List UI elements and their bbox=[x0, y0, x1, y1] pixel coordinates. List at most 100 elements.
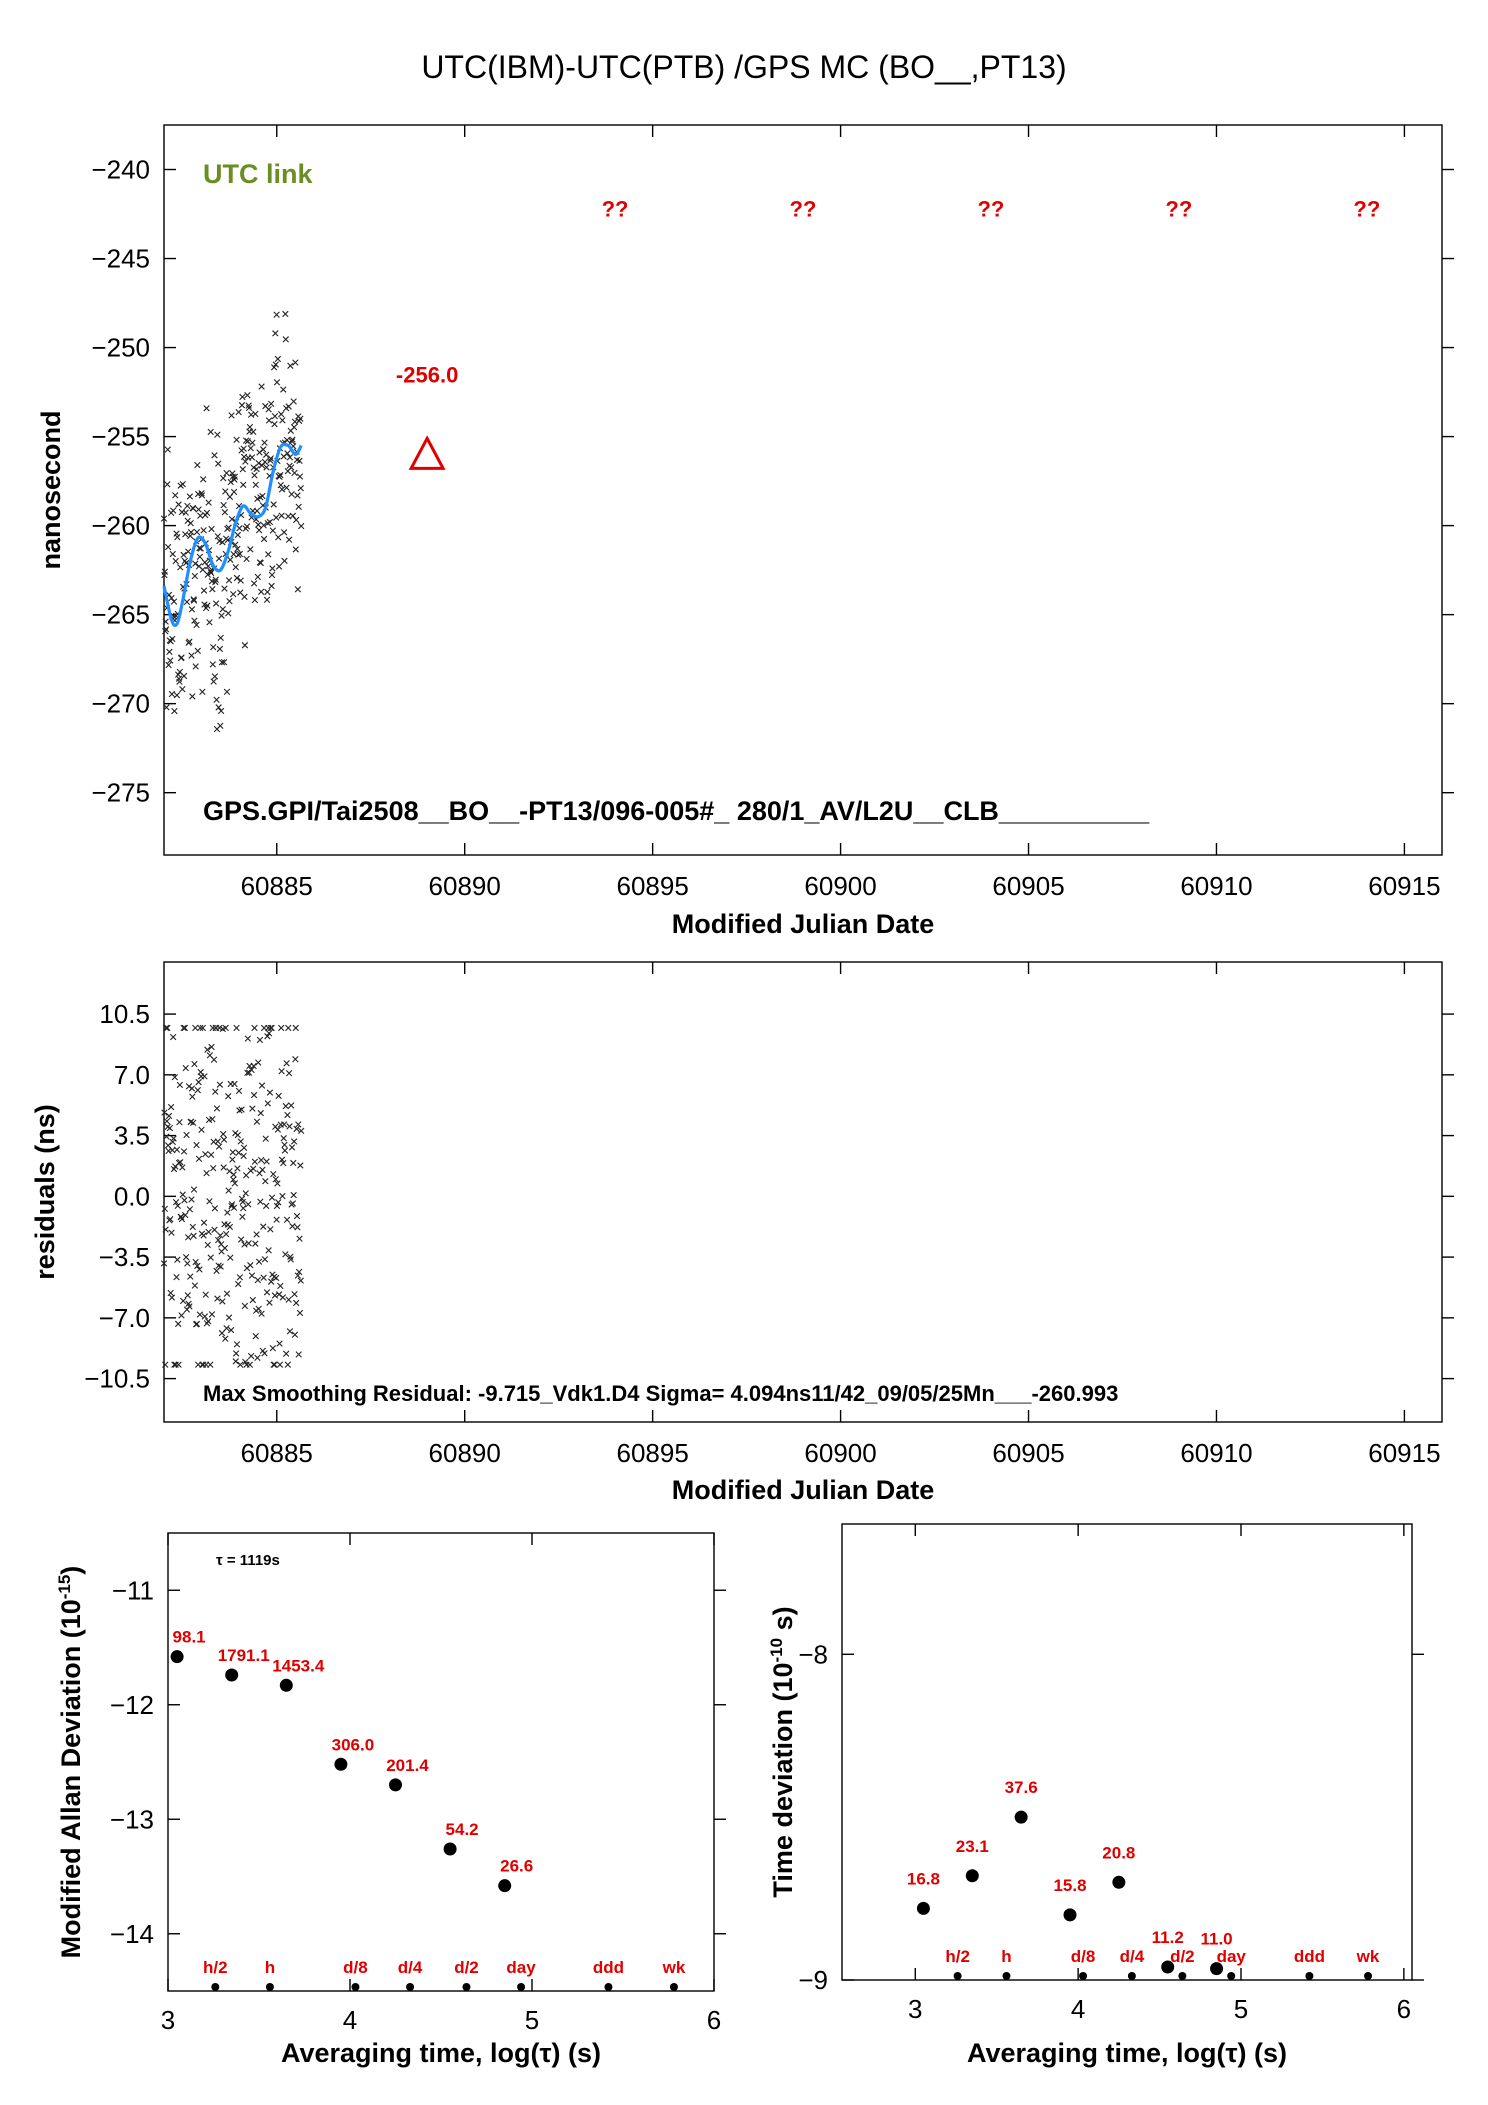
x-tick-label: 3 bbox=[161, 2005, 175, 2035]
y-tick-label: 7.0 bbox=[114, 1060, 150, 1090]
residual-data-point bbox=[188, 1196, 195, 1203]
main-data-point bbox=[267, 455, 274, 462]
main-data-point bbox=[263, 464, 270, 471]
main-data-point bbox=[187, 519, 194, 527]
main-data-point bbox=[193, 528, 201, 536]
residual-data-point bbox=[291, 1291, 298, 1298]
time-marker-dot bbox=[604, 1983, 613, 1991]
residual-data-point bbox=[195, 1078, 202, 1086]
residual-data-point bbox=[230, 1204, 238, 1211]
residual-data-point bbox=[194, 1086, 201, 1094]
residual-data-point bbox=[173, 1146, 181, 1153]
time-marker-dot bbox=[517, 1983, 526, 1991]
main-data-point bbox=[259, 492, 266, 500]
main-data-point bbox=[186, 493, 194, 500]
main-data-point bbox=[250, 428, 257, 435]
residual-data-point bbox=[267, 1024, 274, 1032]
main-data-point bbox=[199, 688, 206, 695]
deviation-point-label: 306.0 bbox=[332, 1735, 375, 1754]
residual-data-point bbox=[192, 1258, 199, 1266]
residual-data-point bbox=[249, 1296, 257, 1304]
residual-data-point bbox=[245, 1201, 252, 1208]
residual-data-point bbox=[271, 1292, 279, 1299]
y-tick-label: −255 bbox=[91, 422, 150, 452]
residual-data-point bbox=[295, 1268, 303, 1276]
residual-data-point bbox=[171, 1074, 179, 1081]
deviation-point bbox=[443, 1842, 457, 1856]
main-data-point bbox=[273, 379, 281, 386]
residual-data-point bbox=[262, 1177, 269, 1185]
residual-data-point bbox=[284, 1111, 291, 1119]
residual-data-point bbox=[290, 1191, 297, 1199]
x-tick-label: 3 bbox=[908, 1994, 922, 2024]
main-data-point bbox=[193, 621, 200, 629]
main-data-point bbox=[271, 412, 279, 420]
deviation-point bbox=[1112, 1875, 1126, 1889]
main-data-point bbox=[236, 525, 243, 532]
residual-data-point bbox=[182, 1064, 189, 1072]
time-marker-label: day bbox=[1217, 1947, 1247, 1966]
residual-data-point bbox=[220, 1136, 228, 1143]
main-data-point bbox=[220, 475, 227, 482]
main-data-point bbox=[294, 492, 301, 499]
residual-data-point bbox=[223, 1324, 230, 1332]
deviation-point bbox=[1014, 1810, 1028, 1824]
residual-data-point bbox=[244, 1035, 252, 1042]
residual-data-point bbox=[173, 1273, 180, 1281]
residual-data-point bbox=[234, 1165, 241, 1172]
mdev-x-axis-label: Averaging time, log(τ) (s) bbox=[281, 2038, 601, 2068]
residual-data-point bbox=[174, 1202, 181, 1210]
residual-data-point bbox=[200, 1361, 207, 1368]
residual-data-point bbox=[282, 1350, 290, 1357]
main-data-point bbox=[276, 473, 283, 481]
tdev-plot-frame bbox=[841, 1523, 1413, 1981]
main-data-point bbox=[246, 423, 254, 431]
residual-data-point bbox=[189, 1223, 196, 1231]
residual-data-point bbox=[204, 1241, 211, 1249]
residuals-panel: 60885 60890 60895 60900 60905 60910 60915 10.5 7… bbox=[30, 961, 1454, 1505]
residual-data-point bbox=[176, 1118, 183, 1126]
residual-data-point bbox=[228, 1201, 236, 1208]
residual-data-point bbox=[296, 1235, 303, 1242]
residual-data-point bbox=[191, 1282, 199, 1289]
y-tick-label: 10.5 bbox=[99, 999, 150, 1029]
residual-data-point bbox=[161, 1205, 169, 1212]
main-data-point bbox=[292, 359, 299, 366]
tdev-time-labels: h/2 h d/8 d/4 d/2 day ddd wk bbox=[945, 1947, 1380, 1980]
residual-data-point bbox=[236, 1274, 244, 1281]
main-data-point bbox=[253, 507, 261, 515]
triangle-value-label: -256.0 bbox=[396, 362, 458, 387]
residual-data-point bbox=[276, 1361, 284, 1368]
mdev-y-axis-label: Modified Allan Deviation (10-15) bbox=[55, 1566, 86, 1959]
main-data-point bbox=[164, 481, 171, 488]
main-data-point bbox=[251, 472, 258, 479]
residual-data-point bbox=[272, 1274, 280, 1282]
time-marker-label: h bbox=[1001, 1947, 1011, 1966]
main-data-point bbox=[207, 428, 214, 436]
residual-data-point bbox=[264, 1033, 271, 1040]
residual-data-point bbox=[277, 1282, 284, 1290]
residual-data-point bbox=[280, 1159, 287, 1167]
deviation-point-label: 11.2 bbox=[1152, 1928, 1184, 1947]
residual-data-point bbox=[266, 1299, 273, 1306]
time-marker-label: d/4 bbox=[398, 1958, 423, 1977]
main-data-point bbox=[164, 446, 171, 453]
main-data-point bbox=[172, 492, 179, 499]
residual-data-point bbox=[277, 1024, 285, 1032]
main-data-point bbox=[186, 638, 193, 645]
y-tick-label: −270 bbox=[91, 689, 150, 719]
main-data-point bbox=[162, 626, 170, 633]
y-tick-label: −260 bbox=[91, 511, 150, 541]
main-data-point bbox=[290, 424, 298, 431]
deviation-point-label: 20.8 bbox=[1102, 1843, 1135, 1862]
residual-data-point bbox=[190, 1232, 197, 1240]
residual-data-point bbox=[172, 1361, 179, 1368]
main-data-point bbox=[217, 722, 224, 730]
deviation-point bbox=[225, 1668, 239, 1682]
time-marker-label: d/8 bbox=[1071, 1947, 1096, 1966]
main-data-point bbox=[274, 355, 282, 363]
y-tick-label: −7.0 bbox=[99, 1303, 150, 1333]
main-data-point bbox=[234, 531, 241, 539]
y-tick-label: −3.5 bbox=[99, 1242, 150, 1272]
